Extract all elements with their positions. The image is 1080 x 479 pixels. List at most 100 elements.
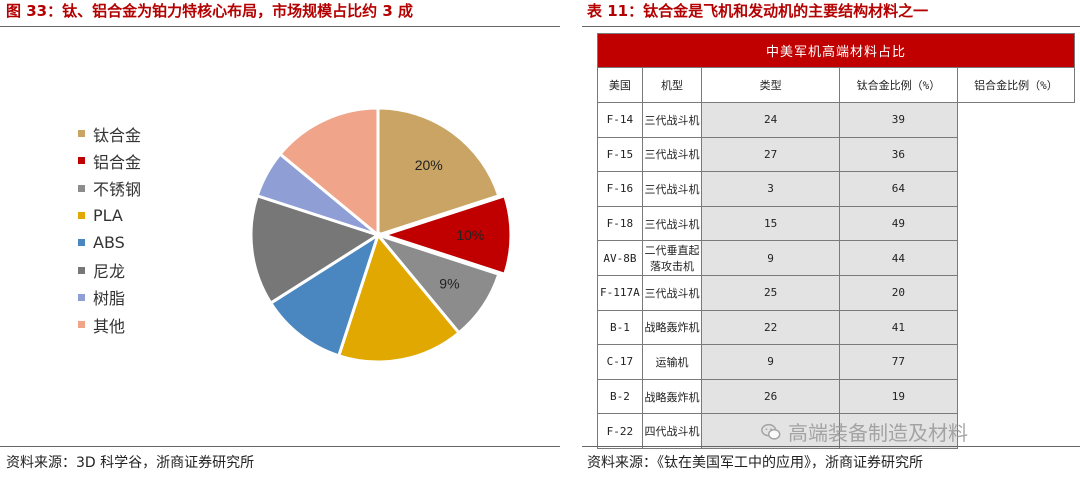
legend-label: 其他 [93,316,126,336]
column-header: 钛合金比例（%） [838,67,958,103]
pie-chart: 20% 10% 9% [249,106,513,364]
table-cell: 四代战斗机 [641,413,703,449]
table-cell: AV-8B [597,240,643,276]
table-cell: 三代战斗机 [641,171,703,207]
chart-legend: 钛合金铝合金不锈钢 PLA ABS 尼龙树脂其他 [78,120,141,338]
country-cell: 美国 [597,67,643,103]
watermark: 高端装备制造及材料 [760,417,968,446]
table-cell: 9 [701,344,840,380]
table-cell: 运输机 [641,344,703,380]
legend-label: 铝合金 [93,152,142,172]
table-cell: 44 [838,240,958,276]
legend-swatch [78,266,85,274]
table-cell: 三代战斗机 [641,102,703,138]
pie-slice [379,193,513,277]
materials-table: 中美军机高端材料占比 美国 机型 类型 钛合金比例（%） 铝合金比例（%） F-14 三… [597,33,1076,449]
table-row: B-2 战略轰炸机 26 19 [597,378,1075,415]
legend-swatch [78,157,85,165]
legend-label: 树脂 [93,289,126,309]
source-rule [0,446,560,447]
figure-source: 资料来源：3D 科学谷，浙商证券研究所 [6,455,255,471]
table-row: F-16 三代战斗机 3 64 [597,171,1075,207]
table-row: F-14 三代战斗机 24 39 [597,102,1075,138]
table-row: F-117A 三代战斗机 25 20 [597,274,1075,311]
table-cell: 39 [838,102,958,138]
pie-slice [278,106,380,239]
column-header: 机型 [641,67,703,103]
legend-label: 不锈钢 [93,180,142,200]
pie-data-label: 10% [456,227,484,243]
pie-slice [249,193,382,306]
table-cell: 24 [701,102,840,138]
table-cell: 战略轰炸机 [641,378,703,415]
table-cell: 22 [701,309,840,346]
table-cell [838,413,958,449]
legend-item: 不锈钢 [78,175,141,202]
table-cell: F-14 [597,102,643,138]
table-cell: F-22 [597,413,643,449]
pie-slice [376,106,501,238]
legend-label: 尼龙 [93,262,126,282]
table-banner: 中美军机高端材料占比 [597,33,1075,68]
legend-swatch [78,212,85,220]
table-cell: F-18 [597,205,643,242]
table-cell: 77 [838,344,958,380]
legend-item: 其他 [78,311,141,338]
legend-item: PLA [78,202,141,229]
legend-item: ABS [78,229,141,256]
table-title: 表 11：钛合金是飞机和发动机的主要结构材料之一 [587,2,929,20]
table-cell: 20 [838,274,958,311]
legend-swatch [78,321,85,329]
table-row: F-18 三代战斗机 15 49 [597,205,1075,242]
pie-slice [268,231,381,358]
table-cell: 9 [701,240,840,276]
legend-item: 钛合金 [78,120,141,147]
table-cell: C-17 [597,344,643,380]
table-cell: 49 [838,205,958,242]
pie-data-label: 20% [415,157,443,173]
table-row: F-15 三代战斗机 27 36 [597,136,1075,173]
table-cell: 41 [838,309,958,346]
figure-title: 图 33：钛、铝合金为铂力特核心布局，市场规模占比约 3 成 [6,2,413,20]
table-cell: 3 [701,171,840,207]
watermark-text: 高端装备制造及材料 [788,421,968,445]
table-cell: F-117A [597,274,643,311]
legend-swatch [78,130,85,138]
table-cell: B-1 [597,309,643,346]
table-cell: 三代战斗机 [641,274,703,311]
table-cell: 19 [838,378,958,415]
table-cell: 15 [701,205,840,242]
column-header: 铝合金比例（%） [956,67,1076,103]
legend-item: 树脂 [78,284,141,311]
table-cell: 战略轰炸机 [641,309,703,346]
title-rule [0,26,560,27]
legend-label: 钛合金 [93,125,142,145]
table-cell: 三代战斗机 [641,205,703,242]
table-source: 资料来源：《钛在美国军工中的应用》，浙商证券研究所 [587,455,923,471]
table-cell: 二代垂直起落攻击机 [641,240,703,276]
legend-swatch [78,184,85,192]
table-row: B-1 战略轰炸机 22 41 [597,309,1075,346]
table-cell: F-16 [597,171,643,207]
table-cell: F-15 [597,136,643,173]
table-cell: 三代战斗机 [641,136,703,173]
legend-item: 铝合金 [78,147,141,174]
table-source-rule [582,446,1080,447]
table-cell: 25 [701,274,840,311]
legend-label: PLA [93,206,123,226]
wechat-icon [761,423,781,440]
table-cell: 27 [701,136,840,173]
table-row: AV-8B 二代垂直起落攻击机 9 44 [597,240,1075,276]
column-header: 类型 [701,67,840,103]
legend-item: 尼龙 [78,256,141,283]
pie-data-label: 9% [439,276,459,292]
table-cell: B-2 [597,378,643,415]
table-cell: 64 [838,171,958,207]
legend-swatch [78,293,85,301]
table-row: C-17 运输机 9 77 [597,344,1075,380]
table-title-rule [582,26,1080,27]
table-cell: 36 [838,136,958,173]
legend-swatch [78,239,85,247]
table-cell: 26 [701,378,840,415]
legend-label: ABS [93,233,125,253]
